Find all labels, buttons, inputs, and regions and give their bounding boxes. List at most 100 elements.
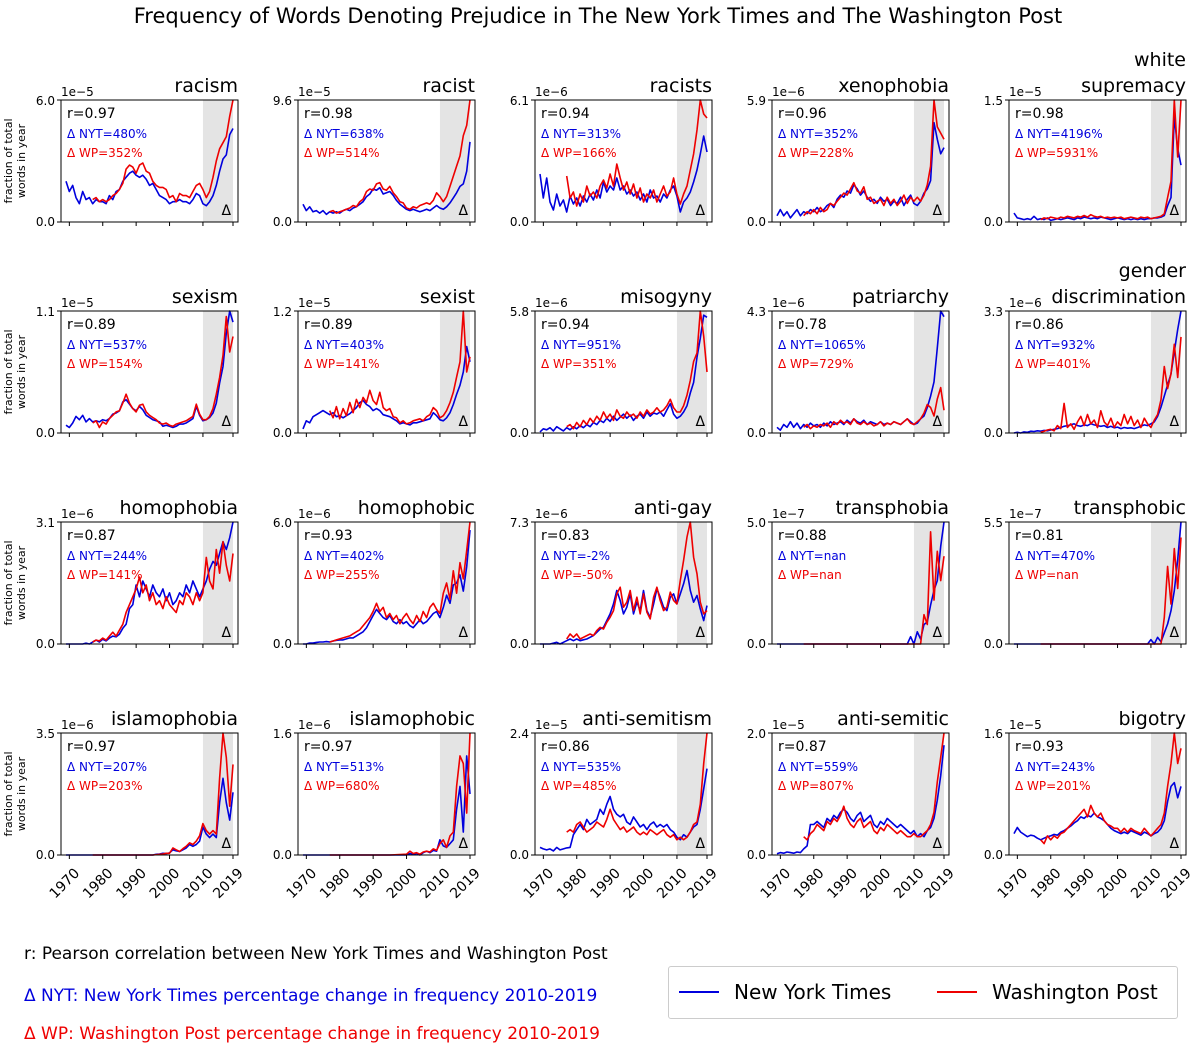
x-tick-label: 2019 [921,865,958,902]
delta-wp: Δ WP=351% [541,357,617,371]
y-exponent-label: 1e−5 [61,296,94,310]
y-exponent-label: 1e−5 [298,296,331,310]
delta-marker: Δ [222,414,232,430]
y-exponent-label: 1e−5 [1009,85,1042,99]
y-tick-label-zero: 0.0 [747,426,766,440]
r-value: r=0.97 [67,739,116,755]
delta-wp: Δ WP=nan [1015,568,1079,582]
panel-title-line2: supremacy [1081,75,1186,97]
delta-nyt: Δ NYT=-2% [541,549,610,563]
delta-marker: Δ [459,414,469,430]
y-tick-label-zero: 0.0 [984,426,1003,440]
y-tick-label-zero: 0.0 [273,426,292,440]
y-tick-label-zero: 0.0 [36,848,55,862]
y-exponent-label: 1e−7 [1009,507,1042,521]
x-tick-label: 2010 [180,865,217,902]
panel-title-line1: white [1134,49,1186,71]
series-line-wp [92,540,234,643]
legend: New York Times Washington Post [668,966,1178,1019]
y-exponent-label: 1e−6 [1009,296,1042,310]
x-tick-label: 1970 [995,865,1032,902]
delta-nyt: Δ NYT=207% [67,760,147,774]
axes-frame [297,732,476,856]
x-tick-label: 1990 [587,865,624,902]
delta-marker: Δ [933,203,943,219]
y-tick-label-zero: 0.0 [510,215,529,229]
panel-title-line1: gender [1119,260,1187,282]
r-value: r=0.98 [1015,106,1064,122]
axes-frame [771,99,950,223]
panel-title: racism [174,75,238,97]
y-axis-label: fraction of totalwords in year [2,540,28,625]
x-tick-label: 1970 [47,865,84,902]
axes-frame [771,310,950,434]
y-tick-label-max: 3.1 [36,516,55,530]
series-line-wp [92,315,234,429]
series-line-wp [1040,732,1182,845]
delta-marker: Δ [222,836,232,852]
y-axis-label: fraction of totalwords in year [2,751,28,836]
delta-nyt: Δ NYT=470% [1015,549,1095,563]
delta-marker: Δ [933,625,943,641]
x-tick-label: 2000 [147,865,184,902]
y-tick-label-max: 7.3 [510,516,529,530]
delta-wp: Δ WP=166% [541,146,617,160]
axes-frame [534,310,713,434]
y-tick-label-zero: 0.0 [747,848,766,862]
y-tick-label-max: 5.5 [984,516,1003,530]
delta-marker: Δ [222,625,232,641]
series-line-wp [565,99,708,207]
delta-marker: Δ [1170,414,1180,430]
y-axis-label: fraction of totalwords in year [2,329,28,414]
series-line-wp [1040,99,1182,221]
delta-marker: Δ [1170,836,1180,852]
delta-wp: Δ WP=729% [778,357,854,371]
x-tick-label: 2010 [1128,865,1165,902]
panel-title: homophobic [358,497,475,519]
x-tick-label: 2000 [384,865,421,902]
r-value: r=0.98 [304,106,353,122]
r-value: r=0.97 [67,106,116,122]
series-line-wp [329,99,471,214]
x-tick-label: 1970 [284,865,321,902]
axes-frame [534,521,713,645]
series-line-wp [328,310,471,425]
panel-title: racists [650,75,712,97]
axes-frame [1008,521,1187,645]
x-tick-label: 1980 [1028,865,1065,902]
delta-marker: Δ [696,203,706,219]
delta-wp: Δ WP=228% [778,146,854,160]
x-tick-label: 1970 [758,865,795,902]
x-tick-label: 1990 [350,865,387,902]
legend-label-nyt: New York Times [734,980,892,1004]
series-line-nyt [539,135,708,213]
r-value: r=0.94 [541,317,590,333]
y-exponent-label: 1e−6 [61,718,94,732]
panel-title: anti-semitism [582,708,712,730]
r-value: r=0.78 [778,317,827,333]
x-tick-label: 1970 [521,865,558,902]
series-line-wp [92,99,234,203]
delta-nyt: Δ NYT=638% [304,127,384,141]
y-tick-label-zero: 0.0 [984,637,1003,651]
delta-marker: Δ [1170,625,1180,641]
y-exponent-label: 1e−6 [772,296,805,310]
panel-title: bigotry [1118,708,1186,730]
delta-wp: Δ WP=203% [67,779,143,793]
delta-wp: Δ WP=352% [67,146,143,160]
series-line-wp [566,521,708,640]
panel-title: anti-semitic [837,708,949,730]
chart-title: Frequency of Words Denoting Prejudice in… [134,4,1062,28]
y-tick-label-max: 2.4 [510,727,529,741]
